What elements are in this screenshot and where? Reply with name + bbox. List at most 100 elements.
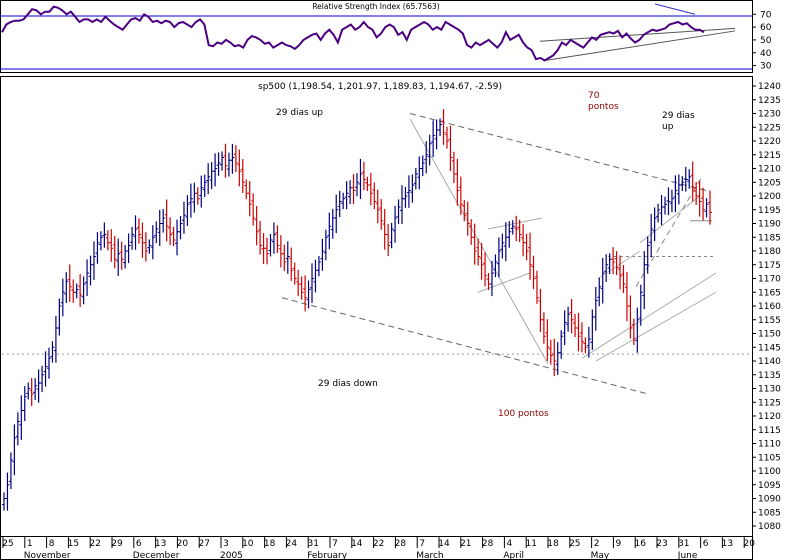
price-bar [95, 232, 100, 264]
price-tick-label: 1235 [758, 96, 781, 106]
x-month-label: 2005 [220, 551, 243, 560]
annotation-70-pontos: 70 pontos [588, 91, 619, 112]
price-bar [161, 208, 166, 233]
price-bar [268, 233, 273, 257]
price-bar [223, 143, 228, 178]
x-month-label: November [24, 551, 71, 560]
price-bar [310, 263, 315, 303]
price-bar [569, 298, 574, 334]
price-tick-label: 1095 [758, 481, 781, 491]
x-tick-label: 27 [198, 539, 209, 549]
price-bar [507, 221, 512, 248]
price-bar [541, 312, 546, 344]
price-bar [361, 161, 366, 191]
price-bar [46, 347, 51, 379]
price-bar [375, 189, 380, 224]
x-tick-label: 22 [373, 539, 384, 549]
price-tick-label: 1165 [758, 288, 781, 298]
price-tick-label: 1185 [758, 233, 781, 243]
price-bar [358, 158, 363, 200]
rsi-y-axis: 70 60 50 40 30 [752, 10, 772, 72]
x-tick-label: 1 [27, 539, 33, 549]
price-bar [216, 152, 221, 176]
price-bar [656, 203, 661, 223]
price-bar [327, 212, 332, 250]
price-bar [389, 222, 394, 249]
rsi-tick-label: 70 [760, 10, 772, 20]
price-bar [150, 225, 155, 260]
price-bar [493, 254, 498, 278]
price-bar [614, 251, 619, 276]
x-tick-label: 25 [2, 539, 13, 549]
price-bar [334, 194, 339, 234]
price-bar [562, 310, 567, 346]
price-bar [697, 180, 702, 217]
price-tick-label: 1125 [758, 398, 781, 408]
price-panel: sp500 (1,198.54, 1,201.97, 1,189.83, 1,1… [0, 76, 781, 537]
price-bar [690, 161, 695, 202]
annotation-29-dias-up-right: 29 dias up [662, 111, 695, 132]
price-bar [254, 206, 259, 246]
price-tick-label: 1205 [758, 178, 781, 188]
x-month-label: June [677, 551, 698, 560]
x-tick-label: 20 [743, 539, 755, 549]
price-bar [424, 141, 429, 174]
x-axis: 25 1 8 15 22 29 6 13 20 27 3 10 18 24 31 7 14 22 28 7 14 21 28… [0, 536, 755, 560]
x-tick-label: 13 [155, 539, 166, 549]
x-tick-label: 23 [656, 539, 667, 549]
annotation-100-pontos: 100 pontos [498, 409, 549, 419]
channel-top-line [487, 217, 543, 230]
price-bar [102, 222, 107, 248]
price-bar [462, 199, 467, 222]
price-bar [583, 337, 588, 354]
price-bar [479, 243, 484, 280]
x-tick-label: 24 [286, 539, 298, 549]
price-bar [344, 181, 349, 210]
rsi-panel: Relative Strength Index (65.7563) 70 60 50… [0, 0, 772, 73]
price-bar [136, 218, 141, 244]
price-tick-label: 1120 [758, 412, 781, 422]
price-bar [22, 386, 27, 422]
price-bar [576, 312, 581, 352]
price-tick-label: 1200 [758, 192, 781, 202]
price-bar [489, 260, 494, 297]
x-tick-label: 25 [569, 539, 580, 549]
price-bar [593, 286, 598, 331]
price-bar [680, 176, 685, 192]
price-bar [91, 241, 96, 280]
price-bar [109, 229, 114, 262]
price-bar [316, 255, 321, 277]
x-tick-label: 9 [616, 539, 622, 549]
rsi-tick-label: 40 [760, 49, 772, 59]
price-bar [465, 201, 470, 236]
price-bar [57, 298, 62, 336]
flag-line [597, 250, 641, 279]
price-bar [393, 205, 398, 243]
x-tick-label: 21 [460, 539, 471, 549]
price-bar [386, 223, 391, 257]
price-title: sp500 (1,198.54, 1,201.97, 1,189.83, 1,1… [258, 82, 502, 92]
price-bar [282, 244, 287, 272]
price-bar [510, 220, 515, 235]
x-tick-label: 11 [525, 539, 536, 549]
price-bar [528, 232, 533, 280]
price-bar [403, 186, 408, 208]
price-bar [220, 151, 225, 171]
x-tick-label: 28 [482, 539, 494, 549]
price-bar [635, 307, 640, 353]
price-bar [213, 153, 218, 187]
rsi-tick-label: 60 [760, 23, 772, 33]
x-tick-label: 2 [594, 539, 600, 549]
price-bar [147, 239, 152, 254]
x-tick-label: 6 [136, 539, 142, 549]
price-tick-label: 1180 [758, 247, 781, 257]
price-y-axis: 1240 1235 1230 1225 1220 1215 1210 1205 1200 1195… [2, 82, 781, 532]
price-bar [611, 247, 616, 275]
price-bar [552, 338, 557, 377]
price-bar [631, 318, 636, 346]
price-tick-label: 1145 [758, 343, 781, 353]
x-tick-label: 4 [507, 539, 513, 549]
price-bar [33, 378, 38, 400]
price-tick-label: 1160 [758, 302, 781, 312]
